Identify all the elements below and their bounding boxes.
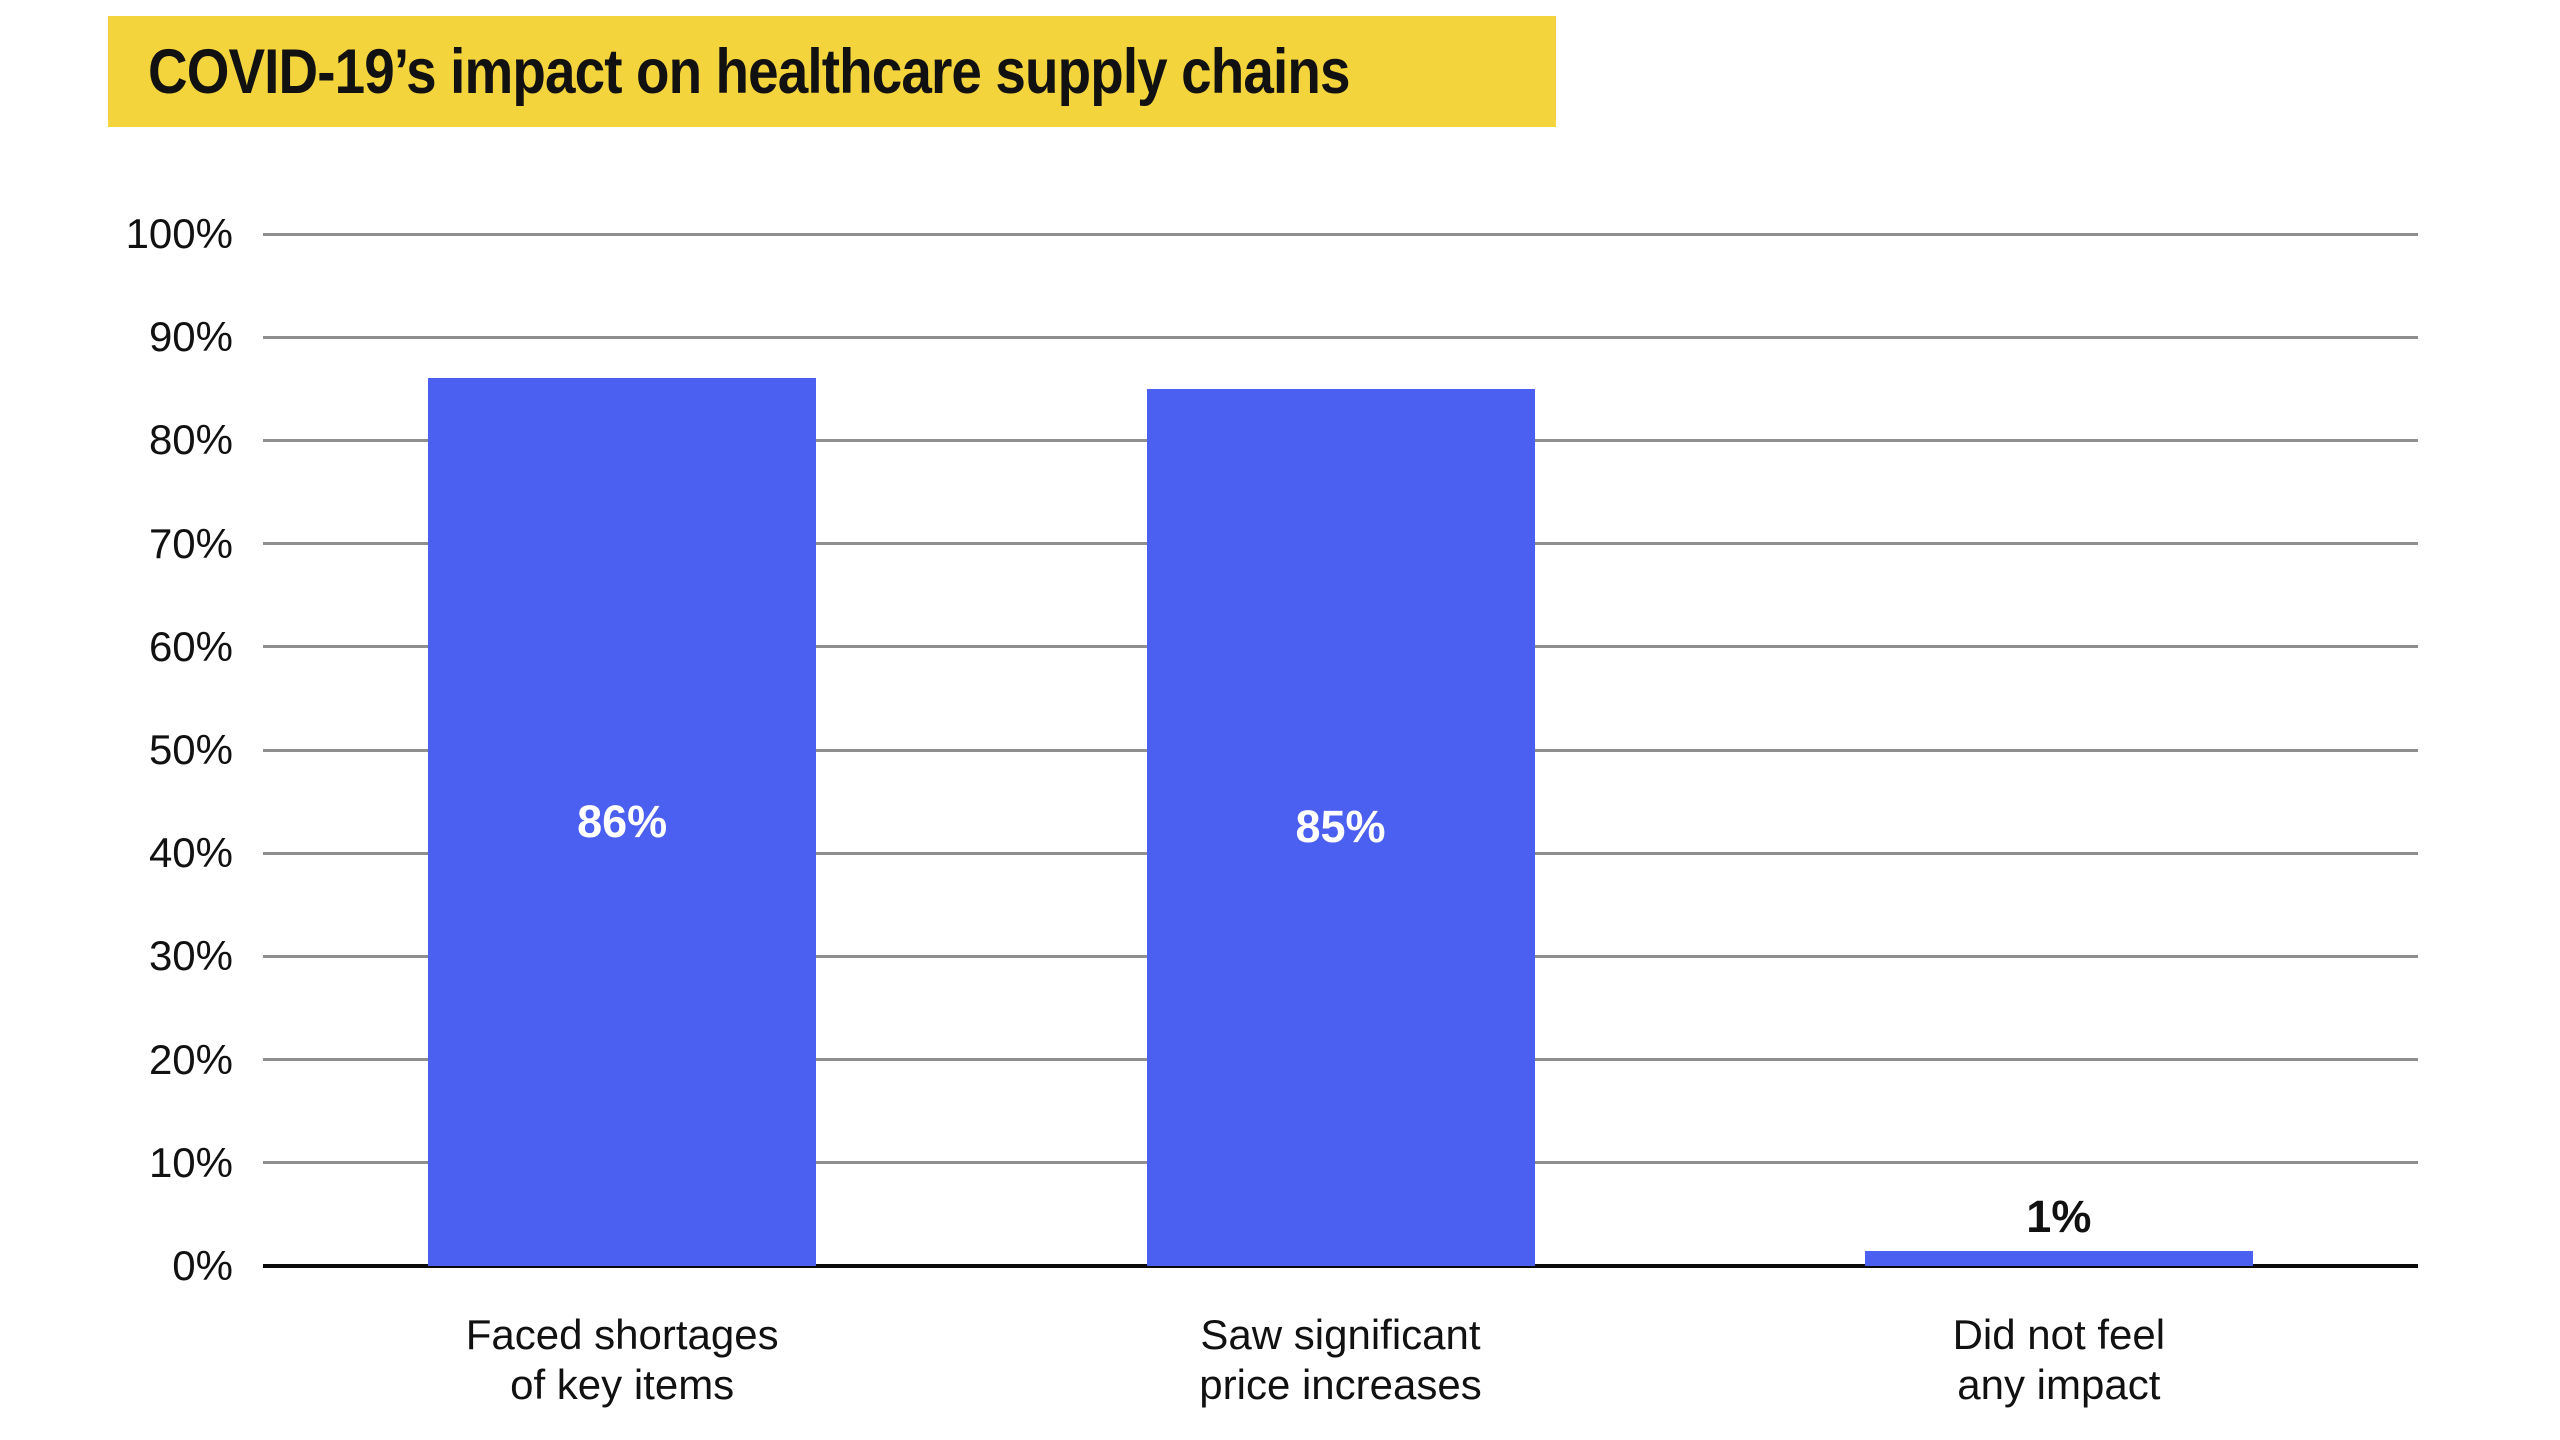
y-axis-tick-label-40: 40% xyxy=(148,829,233,877)
y-axis-tick-label-20: 20% xyxy=(148,1035,233,1083)
y-axis-tick-label-80: 80% xyxy=(148,416,233,464)
y-axis-tick-label-70: 70% xyxy=(148,519,233,567)
gridline-100 xyxy=(263,232,2418,236)
bar-value-label-did-not-feel-any-impact: 1% xyxy=(2026,1191,2092,1242)
bar-value-label-saw-significant-price-increases: 85% xyxy=(1295,801,1386,853)
y-axis-tick-label-30: 30% xyxy=(148,932,233,980)
y-axis-tick-label-50: 50% xyxy=(148,726,233,773)
bar-faced-shortages-of-key-items xyxy=(428,378,817,1266)
plot-area: 0% 10% 20% 30% 40% 50% 60% 70% 80% 90% 100% 86% Face… xyxy=(126,213,2418,1408)
x-axis-label-did-not-feel-any-impact: Did not feel any impact xyxy=(1952,1311,2166,1408)
bar-saw-significant-price-increases xyxy=(1146,388,1535,1266)
y-axis-tick-label-0: 0% xyxy=(172,1242,233,1289)
x-axis-label-saw-significant-price-increases: Saw significant price increases xyxy=(1199,1311,1482,1408)
gridline-90 xyxy=(263,335,2418,339)
bar-value-label-faced-shortages-of-key-items: 86% xyxy=(577,796,668,848)
chart-title: COVID-19’s impact on healthcare supply c… xyxy=(148,36,1350,107)
y-axis-tick-label-60: 60% xyxy=(148,622,233,670)
y-axis-tick-label-10: 10% xyxy=(148,1138,233,1186)
bar-did-not-feel-any-impact xyxy=(1864,1251,2253,1266)
x-axis-label-faced-shortages-of-key-items: Faced shortages of key items xyxy=(465,1311,779,1408)
x-axis-line xyxy=(263,1264,2418,1268)
y-axis-tick-label-90: 90% xyxy=(148,313,233,361)
chart-title-banner: COVID-19’s impact on healthcare supply c… xyxy=(108,16,1556,127)
y-axis-tick-label-100: 100% xyxy=(125,210,233,257)
